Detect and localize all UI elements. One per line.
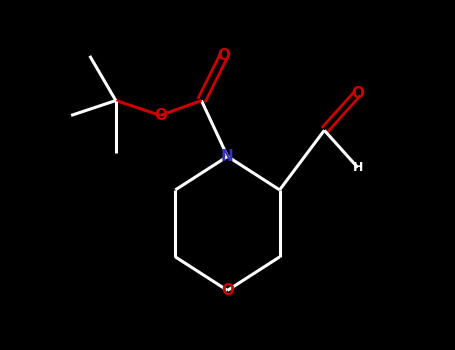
- Text: N: N: [221, 149, 234, 164]
- Text: O: O: [351, 86, 364, 100]
- Text: H: H: [353, 161, 363, 174]
- Text: O: O: [154, 108, 167, 123]
- Text: O: O: [221, 283, 234, 298]
- Text: O: O: [217, 48, 230, 63]
